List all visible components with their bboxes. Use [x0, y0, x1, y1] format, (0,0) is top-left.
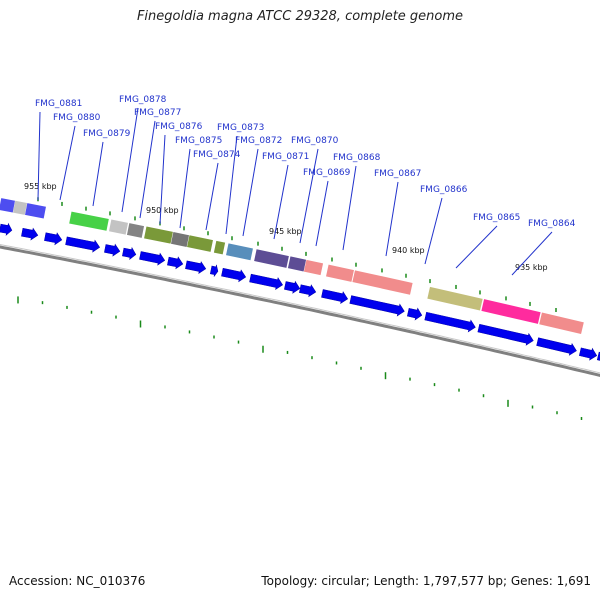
cog-band-segment — [226, 243, 253, 261]
gene-leader-line — [92, 141, 104, 207]
cds-arrow — [0, 222, 13, 236]
cog-band-segment — [481, 299, 541, 324]
cds-arrow — [406, 307, 423, 321]
gene-leader-line — [342, 165, 357, 251]
gene-leader-line — [205, 162, 219, 231]
gene-label: FMG_0871 — [262, 152, 309, 162]
cog-band-segment — [254, 249, 289, 268]
cds-arrow — [249, 273, 283, 291]
cds-arrow — [424, 311, 476, 333]
cog-band-segment — [0, 198, 15, 213]
gene-label: FMG_0865 — [473, 213, 520, 223]
gene-label: FMG_0878 — [119, 95, 167, 105]
gene-label: FMG_0864 — [528, 219, 576, 229]
topology-label: Topology: circular; Length: 1,797,577 bp… — [261, 574, 591, 588]
cog-band-segment — [303, 259, 324, 276]
cog-band-segment — [144, 226, 173, 244]
cog-band-segment — [170, 232, 190, 247]
gene-label: FMG_0873 — [217, 123, 264, 133]
gene-label: FMG_0866 — [420, 185, 468, 195]
cds-arrow — [139, 251, 166, 266]
gene-leader-line — [37, 111, 41, 201]
cds-arrow — [579, 347, 598, 361]
gene-leader-line — [159, 134, 166, 225]
gene-leader-line — [139, 120, 156, 219]
kbp-label: 945 kbp — [269, 227, 302, 236]
gene-leader-line — [299, 148, 319, 244]
gene-label: FMG_0872 — [235, 136, 282, 146]
gene-leader-line — [273, 164, 289, 240]
accession-label: Accession: NC_010376 — [9, 574, 146, 588]
gene-label: FMG_0876 — [155, 122, 203, 132]
gene-leader-line — [225, 135, 238, 235]
cog-band-segment — [126, 223, 145, 238]
cog-band-segment — [187, 235, 213, 252]
gene-label: FMG_0879 — [83, 129, 131, 139]
kbp-label: 955 kbp — [24, 182, 57, 191]
cds-arrow — [104, 243, 121, 257]
cds-arrow — [299, 284, 317, 298]
cds-arrow — [321, 289, 349, 305]
cog-band-segment — [287, 256, 307, 272]
gene-label: FMG_0880 — [53, 113, 101, 123]
cds-arrow — [167, 256, 184, 270]
gene-leader-line — [179, 148, 191, 229]
cog-band-segment — [427, 286, 483, 311]
gene-leader-line — [242, 148, 259, 237]
cds-arrow — [209, 264, 219, 277]
kbp-label: 940 kbp — [392, 246, 425, 255]
map-title: Finegoldia magna ATCC 29328, complete ge… — [136, 9, 464, 24]
cog-band-segment — [539, 312, 584, 335]
cds-arrow — [349, 295, 405, 317]
gene-leader-line — [121, 107, 139, 213]
gene-leader-line — [59, 125, 76, 201]
gene-leader-line — [385, 181, 399, 257]
gene-label: FMG_0875 — [175, 136, 222, 146]
cds-arrow — [65, 236, 101, 253]
cds-arrow — [536, 337, 577, 356]
gene-label: FMG_0867 — [374, 169, 421, 179]
gene-leader-line — [511, 231, 553, 276]
cog-band-segment — [69, 211, 109, 231]
gene-label: FMG_0877 — [134, 108, 181, 118]
cds-arrow — [596, 351, 600, 365]
gene-leader-line — [424, 197, 443, 265]
cds-arrow — [44, 232, 63, 246]
genome-backbone-shadow — [0, 243, 600, 374]
gene-leader-line — [315, 180, 329, 247]
cog-band-segment — [213, 240, 226, 255]
kbp-label: 935 kbp — [515, 263, 548, 272]
cds-arrow — [185, 260, 207, 275]
gene-label: FMG_0874 — [193, 150, 241, 160]
gene-label: FMG_0881 — [35, 99, 82, 109]
gene-label: FMG_0869 — [303, 168, 351, 178]
cog-band-segment — [12, 200, 28, 215]
kbp-label: 950 kbp — [146, 206, 179, 215]
cog-band-segment — [108, 219, 129, 235]
cds-arrow — [21, 227, 39, 241]
cds-arrow — [122, 246, 137, 261]
gene-label: FMG_0868 — [333, 153, 381, 163]
cog-band-segment — [25, 203, 46, 219]
cds-arrow — [221, 267, 247, 283]
cog-band-segment — [352, 270, 413, 295]
cds-arrow — [477, 323, 534, 346]
genome-backbone — [0, 245, 600, 377]
gene-leader-line — [455, 225, 498, 269]
cog-band-segment — [326, 264, 354, 282]
gene-label: FMG_0870 — [291, 136, 339, 146]
cds-arrow — [284, 280, 301, 294]
